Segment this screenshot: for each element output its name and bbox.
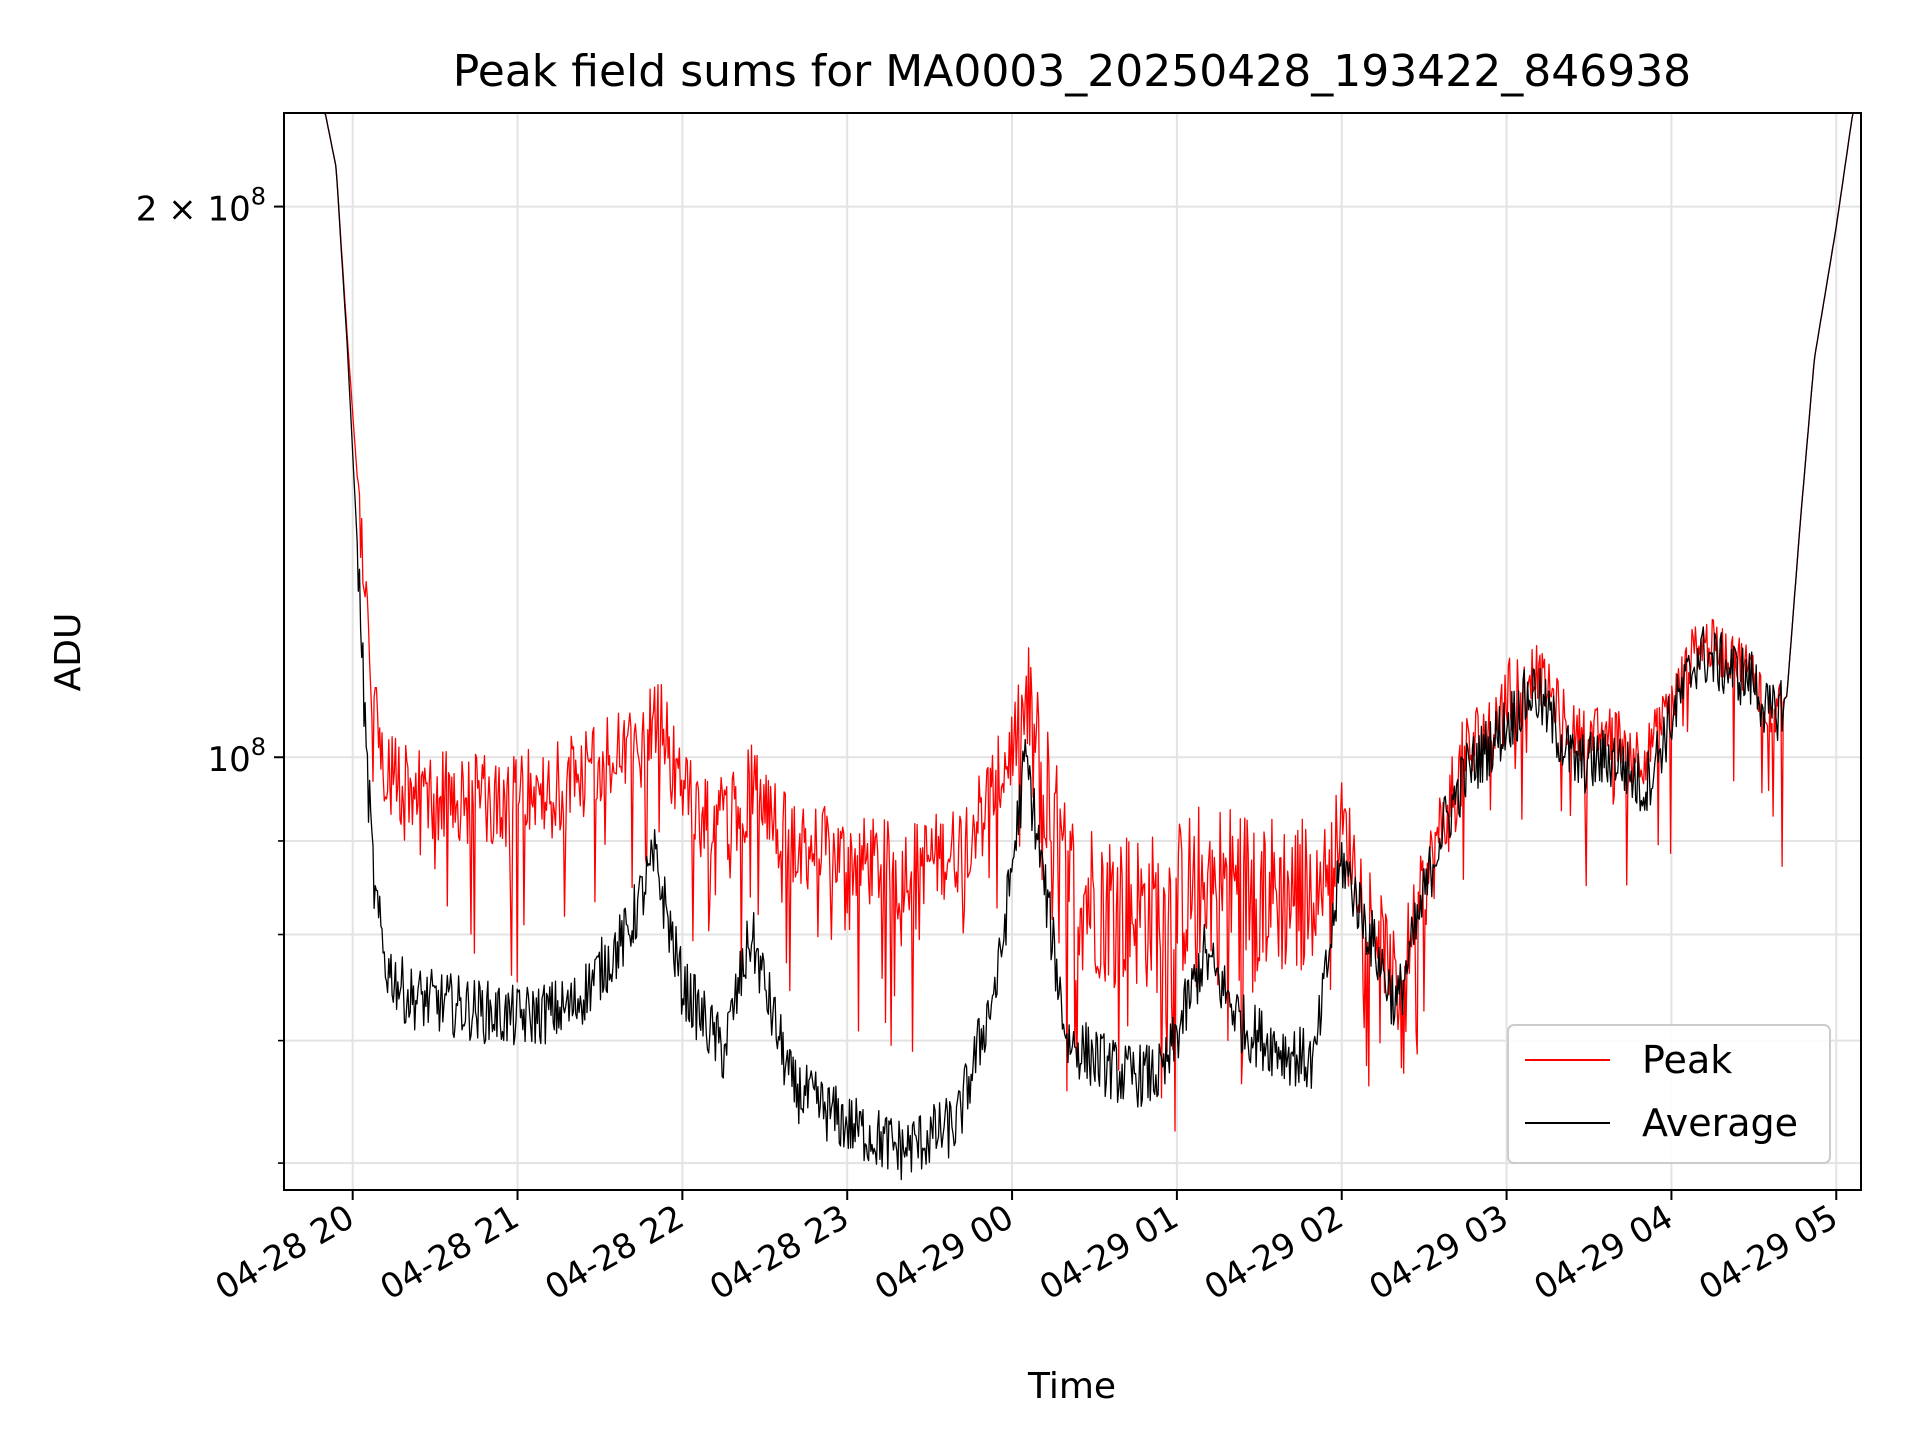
series-line-average <box>284 113 1861 1181</box>
legend: Peak Average <box>1507 1024 1831 1164</box>
plot-series <box>284 113 1861 1181</box>
y-tick-label: 108 <box>207 733 266 780</box>
series-line-peak <box>284 113 1861 1132</box>
y-axis-title: ADU <box>48 613 89 692</box>
plot-frame <box>283 112 1862 1191</box>
x-axis-title: Time <box>1027 1366 1116 1407</box>
legend-label: Average <box>1642 1101 1798 1145</box>
chart-title: Peak field sums for MA0003_20250428_1934… <box>453 46 1691 97</box>
legend-label: Peak <box>1642 1038 1732 1082</box>
y-tick-label: 2 × 108 <box>136 183 266 230</box>
